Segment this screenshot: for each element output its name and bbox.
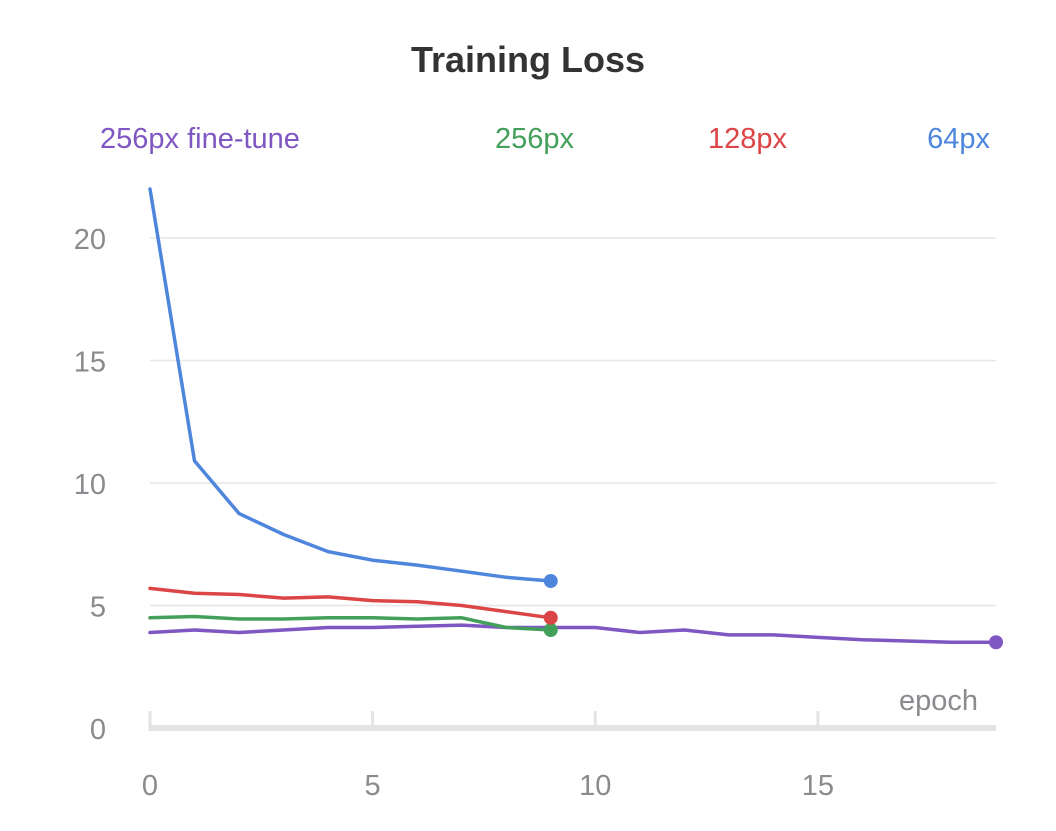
x-tick-label: 0 — [142, 770, 158, 802]
chart-title: Training Loss — [411, 39, 645, 80]
x-tick-label: 5 — [365, 770, 381, 802]
series-line — [148, 623, 998, 645]
x-tick-label: 10 — [579, 770, 611, 802]
series-0 — [148, 623, 1003, 650]
legend-item: 64px — [927, 123, 990, 155]
x-axis: 0 5 10 15 — [142, 711, 996, 802]
legend-item: 128px — [708, 123, 788, 155]
y-tick-label: 0 — [90, 714, 106, 746]
x-tick-label: 15 — [802, 770, 834, 802]
series-line — [148, 614, 553, 632]
y-axis: 0 5 10 15 20 — [74, 224, 106, 746]
y-tick-label: 5 — [90, 592, 106, 624]
legend-item: 256px fine-tune — [100, 123, 300, 155]
series-lines — [148, 187, 1003, 650]
series-1 — [148, 614, 558, 637]
series-3 — [148, 187, 558, 588]
y-tick-label: 10 — [74, 469, 106, 501]
y-tick-label: 15 — [74, 347, 106, 379]
series-end-marker — [543, 623, 558, 637]
series-2 — [148, 586, 558, 625]
y-tick-label: 20 — [74, 224, 106, 256]
series-line — [148, 187, 553, 583]
series-end-marker — [543, 610, 558, 625]
series-end-marker — [543, 574, 558, 588]
series-end-marker — [989, 635, 1003, 650]
x-axis-label: epoch — [899, 685, 978, 717]
legend-item: 256px — [495, 123, 575, 155]
gridlines — [150, 237, 996, 607]
legend: 256px fine-tune 256px 128px 64px — [100, 123, 990, 155]
series-line — [148, 586, 553, 620]
